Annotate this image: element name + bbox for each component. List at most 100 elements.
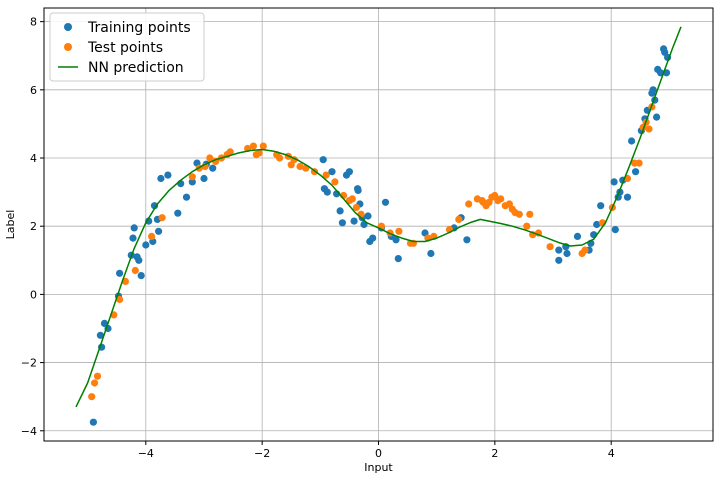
training-point — [369, 234, 377, 242]
test-point — [91, 379, 99, 387]
test-point — [88, 393, 96, 401]
x-tick-label: −2 — [254, 447, 270, 460]
test-point — [116, 295, 124, 304]
y-tick-label: 2 — [30, 220, 37, 233]
training-point — [135, 256, 143, 264]
test-point — [523, 222, 531, 230]
test-point — [158, 214, 166, 222]
legend-marker-training-points — [64, 23, 72, 31]
legend-label-test-points: Test points — [87, 40, 163, 56]
training-point — [381, 198, 390, 206]
training-point — [328, 168, 336, 176]
test-point — [497, 195, 505, 203]
test-point — [259, 142, 267, 150]
legend-box — [49, 12, 205, 82]
training-point — [628, 137, 636, 145]
training-point — [338, 219, 346, 227]
training-point — [142, 241, 150, 249]
training-point — [155, 227, 163, 235]
training-point — [130, 224, 138, 232]
legend-label-training-points: Training points — [87, 20, 191, 36]
training-point — [164, 171, 172, 179]
training-point — [611, 226, 619, 234]
training-point — [200, 174, 208, 183]
test-point — [148, 232, 156, 240]
training-point — [653, 113, 661, 121]
test-point — [226, 148, 234, 156]
y-axis-label: Label — [4, 210, 17, 240]
training-point — [319, 156, 327, 164]
test-point — [348, 195, 356, 203]
legend-marker-test-points — [64, 43, 72, 51]
training-point — [345, 168, 353, 176]
test-point — [645, 125, 653, 133]
test-point — [546, 243, 554, 251]
grid — [44, 8, 713, 441]
test-point — [395, 227, 403, 235]
test-point — [296, 162, 304, 171]
legend-label-nn-prediction: NN prediction — [88, 60, 184, 76]
training-point — [182, 193, 191, 201]
series-layer — [75, 26, 682, 426]
x-tick-label: 4 — [608, 447, 615, 460]
test-point — [352, 203, 360, 212]
test-point — [526, 210, 534, 218]
test-point — [581, 246, 589, 254]
test-point — [255, 149, 263, 157]
training-point — [350, 217, 358, 225]
training-point — [354, 186, 362, 194]
training-point — [555, 246, 563, 254]
y-tick-label: 4 — [30, 152, 37, 165]
test-point — [206, 154, 214, 162]
training-point — [463, 236, 471, 244]
series-nn-prediction — [75, 26, 682, 408]
training-point — [623, 193, 632, 201]
training-point — [150, 202, 159, 210]
training-point — [188, 178, 196, 186]
training-point — [427, 249, 435, 258]
training-point — [323, 188, 331, 196]
training-point — [632, 168, 640, 176]
y-tick-label: −2 — [21, 357, 37, 370]
test-point — [455, 215, 463, 223]
test-point — [131, 266, 139, 275]
training-point — [555, 256, 563, 264]
y-tick-label: −4 — [21, 425, 37, 438]
training-point — [593, 220, 601, 229]
test-point — [322, 171, 330, 179]
test-point — [515, 210, 523, 218]
training-point — [137, 272, 145, 280]
test-point — [93, 372, 102, 380]
series-training-points — [89, 45, 672, 426]
training-point — [100, 319, 109, 327]
training-point — [145, 217, 153, 225]
training-point — [209, 164, 217, 172]
training-point — [129, 234, 137, 242]
y-tick-label: 0 — [30, 288, 37, 301]
x-tick-label: −4 — [138, 447, 154, 460]
training-point — [96, 331, 104, 339]
x-tick-label: 2 — [491, 447, 498, 460]
training-point — [116, 269, 124, 277]
test-point — [249, 142, 257, 150]
training-point — [394, 255, 402, 263]
y-tick-label: 8 — [30, 16, 37, 29]
training-point — [563, 249, 571, 258]
training-point — [174, 209, 182, 217]
x-axis-label: Input — [364, 461, 393, 474]
training-point — [597, 202, 605, 210]
ticks: −4 −2 0 2 4 −4 −2 0 2 4 6 8 — [21, 16, 615, 460]
training-point — [89, 418, 97, 426]
training-point — [392, 236, 400, 244]
test-point — [635, 159, 643, 167]
training-point — [157, 174, 165, 183]
prediction-line — [75, 26, 682, 408]
y-tick-label: 6 — [30, 84, 37, 97]
test-point — [276, 154, 284, 162]
training-point — [364, 212, 372, 220]
test-point — [465, 200, 473, 208]
x-tick-label: 0 — [375, 447, 382, 460]
legend: Training points Test points NN prediction — [49, 12, 205, 82]
training-point — [649, 86, 657, 94]
